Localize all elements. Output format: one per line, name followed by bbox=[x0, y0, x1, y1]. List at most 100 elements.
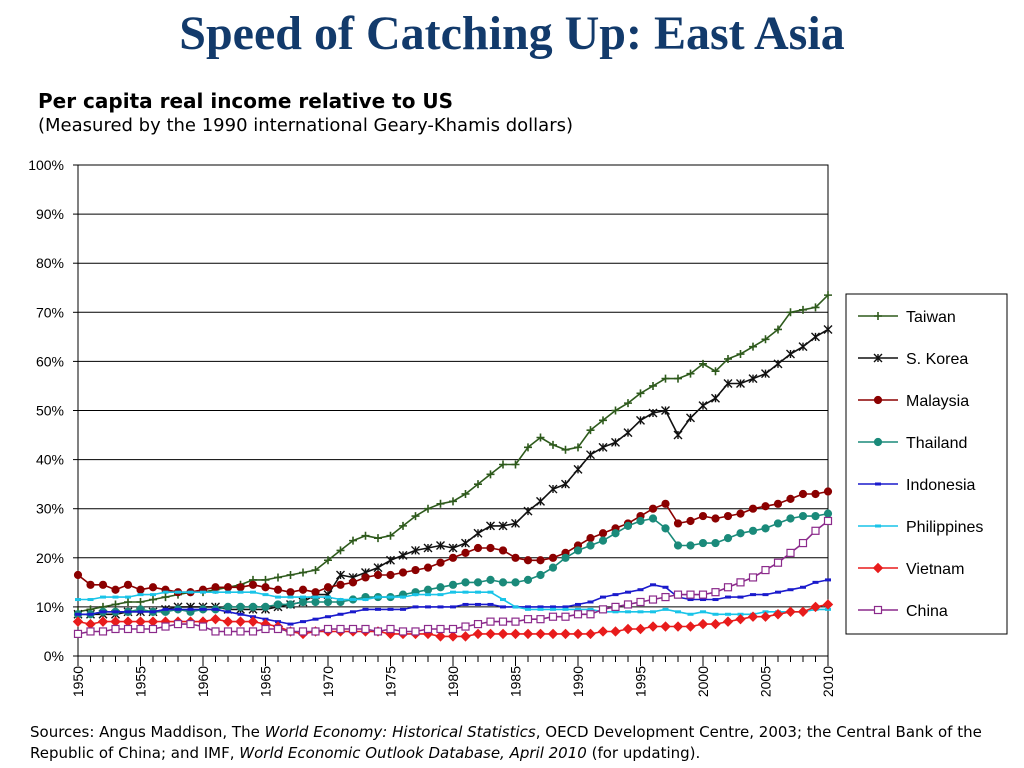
sources-prefix: Sources: Angus Maddison, The bbox=[30, 723, 265, 741]
data-point-indonesia bbox=[812, 580, 819, 584]
x-tick-label: 1980 bbox=[445, 666, 461, 697]
data-point-vietnam bbox=[122, 616, 134, 627]
data-point-china bbox=[536, 615, 545, 624]
data-point-vietnam bbox=[85, 618, 96, 630]
data-point-indonesia bbox=[587, 600, 594, 604]
data-point-taiwan bbox=[449, 497, 457, 506]
data-point-thailand bbox=[661, 524, 670, 533]
data-point-malaysia bbox=[286, 588, 295, 597]
legend: Taiwan S. Korea Malaysia Thailand Indonesia P… bbox=[845, 293, 1008, 635]
data-point-philippines bbox=[225, 590, 231, 594]
data-point-taiwan bbox=[649, 381, 657, 390]
data-point-philippines bbox=[450, 590, 456, 594]
data-point-vietnam bbox=[772, 609, 784, 620]
data-point-china bbox=[336, 624, 345, 634]
data-point-taiwan bbox=[399, 521, 407, 530]
x-tick-label: 2000 bbox=[695, 666, 711, 697]
series-china bbox=[73, 516, 833, 639]
data-point-thailand bbox=[698, 538, 708, 548]
data-point-s-korea bbox=[586, 450, 595, 460]
data-point-philippines bbox=[537, 607, 544, 611]
sources-database: World Economic Outlook Database, April 2… bbox=[239, 744, 587, 762]
data-point-malaysia bbox=[236, 583, 245, 592]
data-point-thailand bbox=[423, 585, 433, 594]
data-point-thailand bbox=[461, 578, 470, 587]
data-point-malaysia bbox=[223, 583, 233, 592]
data-point-philippines bbox=[512, 605, 519, 609]
data-point-vietnam bbox=[135, 616, 146, 627]
data-point-taiwan bbox=[774, 325, 782, 334]
data-point-taiwan bbox=[536, 433, 545, 442]
data-point-malaysia bbox=[98, 580, 108, 589]
data-point-thailand bbox=[286, 600, 295, 609]
data-point-china bbox=[136, 624, 145, 634]
data-point-vietnam bbox=[810, 601, 821, 613]
data-point-thailand bbox=[811, 511, 820, 521]
data-point-thailand bbox=[761, 524, 770, 533]
data-point-taiwan bbox=[474, 480, 482, 489]
legend-label: Philippines bbox=[906, 519, 983, 536]
data-point-china bbox=[198, 622, 208, 631]
data-point-malaysia bbox=[448, 553, 458, 562]
data-point-taiwan bbox=[561, 445, 570, 454]
data-point-s-korea bbox=[598, 442, 608, 452]
data-point-thailand bbox=[723, 534, 733, 543]
data-point-thailand bbox=[311, 597, 320, 607]
data-point-indonesia bbox=[800, 585, 806, 589]
data-point-vietnam bbox=[635, 623, 646, 635]
data-point-vietnam bbox=[822, 599, 834, 610]
legend-item-vietnam: Vietnam bbox=[858, 561, 964, 578]
data-point-indonesia bbox=[187, 607, 194, 611]
series-malaysia bbox=[73, 487, 833, 597]
data-point-china bbox=[511, 617, 520, 626]
data-point-taiwan bbox=[549, 440, 557, 449]
data-point-thailand bbox=[261, 602, 270, 612]
data-point-malaysia bbox=[348, 578, 358, 587]
data-point-thailand bbox=[636, 516, 645, 526]
data-point-s-korea bbox=[386, 555, 395, 565]
data-point-indonesia bbox=[325, 615, 331, 619]
legend-item-indonesia: Indonesia bbox=[858, 477, 975, 494]
data-point-malaysia bbox=[786, 494, 795, 503]
legend-marker bbox=[873, 395, 883, 405]
data-point-china bbox=[548, 612, 558, 621]
data-point-indonesia bbox=[212, 607, 219, 611]
data-point-vietnam bbox=[697, 618, 709, 630]
data-point-china bbox=[786, 548, 795, 557]
data-point-indonesia bbox=[350, 610, 356, 614]
data-point-thailand bbox=[498, 578, 508, 587]
data-point-philippines bbox=[550, 607, 556, 611]
data-point-philippines bbox=[562, 607, 569, 611]
data-point-china bbox=[323, 624, 333, 634]
data-point-china bbox=[436, 624, 445, 634]
data-point-thailand bbox=[536, 570, 545, 580]
data-point-philippines bbox=[275, 595, 281, 599]
data-point-taiwan bbox=[524, 443, 532, 452]
data-point-indonesia bbox=[637, 588, 644, 592]
data-point-s-korea bbox=[711, 393, 720, 403]
data-point-china bbox=[648, 595, 658, 604]
data-point-china bbox=[686, 590, 695, 599]
legend-marker bbox=[875, 482, 881, 486]
data-point-philippines bbox=[112, 595, 119, 599]
data-point-s-korea bbox=[761, 369, 770, 379]
data-point-s-korea bbox=[811, 332, 820, 342]
x-tick-label: 2010 bbox=[820, 666, 836, 697]
data-point-indonesia bbox=[600, 595, 606, 599]
data-point-indonesia bbox=[87, 612, 94, 616]
data-point-vietnam bbox=[785, 606, 796, 618]
data-point-indonesia bbox=[462, 602, 469, 606]
legend-item-s-korea: S. Korea bbox=[858, 351, 968, 368]
data-point-china bbox=[461, 622, 470, 631]
data-point-philippines bbox=[425, 593, 431, 597]
data-point-thailand bbox=[486, 575, 495, 584]
data-point-vietnam bbox=[522, 628, 534, 640]
data-point-s-korea bbox=[798, 342, 808, 352]
data-point-china bbox=[311, 627, 320, 636]
data-point-philippines bbox=[362, 598, 369, 602]
data-point-vietnam bbox=[610, 626, 621, 637]
data-point-china bbox=[273, 624, 283, 634]
data-point-philippines bbox=[587, 607, 594, 611]
data-point-taiwan bbox=[611, 406, 620, 415]
data-point-s-korea bbox=[436, 541, 445, 551]
